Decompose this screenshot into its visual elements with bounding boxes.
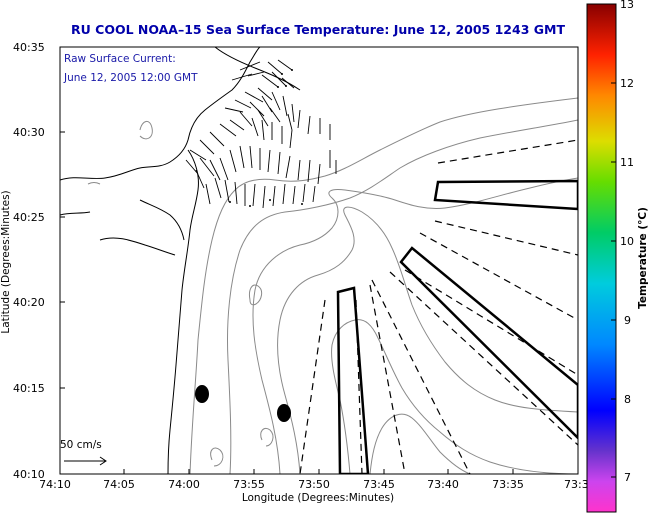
- colorbar-tick-label: 7: [624, 471, 631, 484]
- map-title: RU COOL NOAA–15 Sea Surface Temperature:…: [71, 22, 565, 37]
- y-tick-label: 40:35: [13, 41, 45, 54]
- colorbar-tick-label: 10: [620, 235, 634, 248]
- x-tick-label: 73:45: [363, 478, 395, 491]
- map-area: [60, 47, 578, 474]
- colorbar-ticks: [611, 3, 616, 478]
- scale-arrow: [64, 456, 107, 466]
- x-tick-label: 74:00: [168, 478, 200, 491]
- colorbar-tick-label: 12: [620, 77, 634, 90]
- x-axis-label: Longitude (Degrees:Minutes): [242, 492, 394, 504]
- station-marker-east: [277, 404, 291, 422]
- x-axis: 74:10 74:05 74:00 73:55 73:50 73:45 73:4…: [39, 469, 589, 491]
- map-content: [60, 47, 578, 474]
- x-tick-label: 74:10: [39, 478, 71, 491]
- station-marker-west: [195, 385, 209, 403]
- x-tick-label: 73:50: [298, 478, 330, 491]
- box-diagonal: [399, 246, 578, 440]
- colorbar-tick-label: 11: [620, 156, 634, 169]
- y-axis-label: Latitude (Degrees:Minutes): [0, 190, 12, 333]
- y-tick-label: 40:25: [13, 211, 45, 224]
- y-tick-label: 40:30: [13, 126, 45, 139]
- x-tick-label: 73:3: [564, 478, 589, 491]
- bathymetry-contours: [87, 97, 578, 474]
- x-tick-label: 74:05: [103, 478, 135, 491]
- scale-label: 50 cm/s: [60, 439, 102, 451]
- coastline: [60, 47, 301, 474]
- x-tick-label: 73:55: [233, 478, 265, 491]
- y-tick-label: 40:10: [13, 468, 45, 481]
- x-tick-label: 73:40: [427, 478, 459, 491]
- colorbar-label: Temperature (°C): [637, 207, 649, 309]
- temperature-colorbar: [586, 3, 617, 513]
- x-tick-label: 73:35: [492, 478, 524, 491]
- y-tick-label: 40:15: [13, 382, 45, 395]
- radial-track-lines: [299, 139, 578, 474]
- survey-boxes: [336, 179, 578, 474]
- y-axis: 40:35 40:30 40:25 40:20 40:15 40:10: [13, 41, 65, 481]
- y-tick-label: 40:20: [13, 296, 45, 309]
- box-south: [336, 286, 370, 474]
- surface-current-vectors: [185, 59, 337, 209]
- colorbar-tick-label: 8: [624, 393, 631, 406]
- box-northeast: [433, 179, 578, 211]
- current-vector-heads: [229, 69, 303, 207]
- current-annotation-line1: Raw Surface Current:: [64, 53, 176, 65]
- colorbar-tick-label: 9: [624, 314, 631, 327]
- colorbar-tick-label: 13: [620, 0, 634, 11]
- current-annotation-line2: June 12, 2005 12:00 GMT: [63, 72, 198, 84]
